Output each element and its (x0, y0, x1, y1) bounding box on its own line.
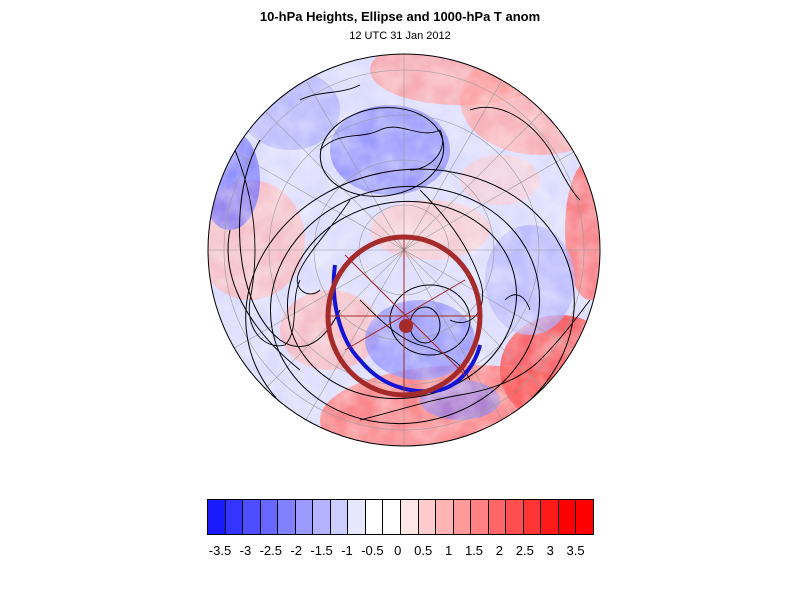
colorbar-swatch (243, 500, 261, 534)
colorbar-labels: -3.5 -3 -2.5 -2 -1.5 -1 -0.5 0 0.5 1 1.5 2 2.5 3 3.5 (0, 543, 800, 563)
colorbar-swatch (313, 500, 331, 534)
colorbar-tick-label: -2 (290, 543, 302, 558)
colorbar-swatch (278, 500, 296, 534)
colorbar-tick-label: 1 (444, 543, 453, 558)
colorbar-swatch (541, 500, 559, 534)
colorbar-swatch (365, 500, 384, 534)
vortex-ellipse (325, 234, 483, 398)
colorbar-swatch (576, 500, 594, 534)
coastlines (234, 84, 591, 421)
figure-title: 10-hPa Heights, Ellipse and 1000-hPa T a… (259, 9, 541, 24)
colorbar-swatch (506, 500, 524, 534)
colorbar-swatch (260, 500, 279, 534)
colorbar-tick-label: -3 (239, 543, 252, 558)
colorbar-tick-label: -1.5 (310, 543, 333, 558)
colorbar-swatch (558, 500, 577, 534)
vortex-centroid-marker (399, 319, 413, 333)
colorbar-tick-label: 3 (546, 543, 554, 558)
colorbar-swatch (383, 500, 402, 534)
colorbar-tick-label: 2.5 (515, 543, 534, 558)
colorbar-swatch (523, 500, 542, 534)
figure-subtitle: 12 UTC 31 Jan 2012 (349, 30, 451, 42)
colorbar-tick-label: 3.5 (566, 543, 585, 558)
colorbar-swatch (471, 500, 489, 534)
colorbar-tick-label: 0 (394, 543, 402, 558)
colorbar-swatch (330, 500, 349, 534)
colorbar-swatch (453, 500, 472, 534)
colorbar-tick-label: 2 (495, 543, 504, 558)
temperature-anomaly-field (208, 54, 600, 446)
colorbar-swatch (488, 500, 507, 534)
colorbar-swatch (225, 500, 244, 534)
colorbar-tick-label: -0.5 (361, 543, 384, 558)
colorbar-swatch (348, 500, 366, 534)
colorbar (207, 499, 594, 535)
colorbar-swatch (436, 500, 454, 534)
colorbar-tick-label: -1 (341, 543, 353, 558)
colorbar-tick-label: -2.5 (259, 543, 282, 558)
globe-outline (207, 53, 601, 447)
colorbar-tick-label: -3.5 (208, 543, 232, 558)
colorbar-tick-label: 1.5 (464, 543, 484, 558)
colorbar-swatch (418, 500, 437, 534)
colorbar-swatch (295, 500, 314, 534)
colorbar-swatch (208, 500, 226, 534)
colorbar-swatch (401, 500, 419, 534)
colorbar-tick-label: 0.5 (414, 543, 433, 558)
